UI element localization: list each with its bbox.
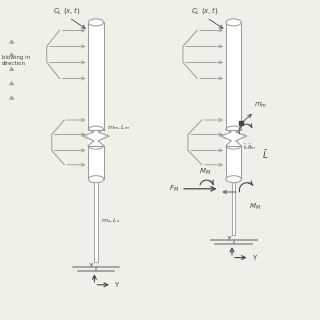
Ellipse shape [226, 19, 241, 26]
Ellipse shape [88, 126, 104, 133]
Bar [226, 22, 241, 130]
Bar [94, 179, 98, 262]
Bar [88, 130, 104, 146]
Text: blowing in
direction: blowing in direction [2, 55, 30, 66]
Ellipse shape [88, 176, 104, 183]
Text: $F_M$: $F_M$ [169, 184, 180, 194]
Bar [225, 130, 242, 146]
Ellipse shape [88, 142, 104, 149]
Text: $M_M$: $M_M$ [199, 166, 211, 177]
Text: X: X [227, 236, 231, 242]
Bar [232, 179, 235, 235]
Text: Y: Y [252, 255, 256, 260]
Ellipse shape [226, 176, 241, 183]
Text: $C_L\ (x,t)$: $C_L\ (x,t)$ [53, 5, 81, 16]
Text: X: X [89, 263, 93, 269]
Text: $\bar{I}_o\bar{\theta}_m$: $\bar{I}_o\bar{\theta}_m$ [243, 142, 256, 152]
Text: $\bar{L}$: $\bar{L}$ [262, 148, 269, 161]
Ellipse shape [226, 142, 241, 149]
Text: Y: Y [115, 282, 119, 288]
Bar [226, 146, 241, 179]
Text: $m_m , L_m$: $m_m , L_m$ [107, 124, 130, 132]
Text: $M_M$: $M_M$ [249, 202, 261, 212]
Ellipse shape [226, 126, 241, 133]
Ellipse shape [88, 19, 104, 26]
Text: $C_L\ (x,t)$: $C_L\ (x,t)$ [191, 5, 218, 16]
Bar [88, 146, 104, 179]
Text: $m_s , L_s$: $m_s , L_s$ [101, 216, 120, 225]
Text: $m_m$: $m_m$ [254, 101, 267, 110]
Bar [88, 22, 104, 130]
